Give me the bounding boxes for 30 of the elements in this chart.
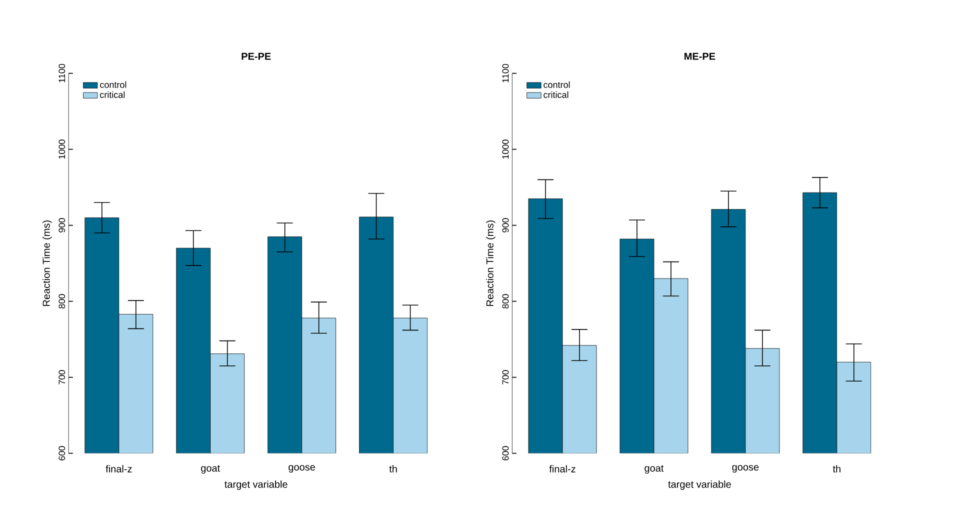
y-tick-label: 1100 xyxy=(58,64,66,82)
y-axis-title: Reaction Time (ms) xyxy=(486,220,496,306)
y-tick-label: 900 xyxy=(502,218,509,232)
x-tick-label: th xyxy=(389,465,397,472)
x-tick-label: goat xyxy=(644,465,664,474)
y-tick-label: 800 xyxy=(502,294,509,308)
chart-title: PE-PE xyxy=(242,52,271,60)
x-tick-label: final-z xyxy=(106,465,132,472)
y-tick-label: 600 xyxy=(502,446,509,460)
y-tick-label: 1100 xyxy=(502,64,509,82)
y-tick-label: 700 xyxy=(58,370,66,384)
y-tick-label: 1000 xyxy=(58,140,66,159)
legend-label: control xyxy=(544,81,570,88)
x-tick-label: final-z xyxy=(549,465,576,472)
legend-label: critical xyxy=(100,91,125,98)
y-tick-label: 800 xyxy=(58,294,66,308)
chart-title: ME-PE xyxy=(684,52,716,60)
x-tick-label: goose xyxy=(732,465,759,473)
y-tick-label: 600 xyxy=(58,446,66,460)
legend-label: critical xyxy=(544,91,568,98)
x-axis-title: target variable xyxy=(224,480,288,490)
y-tick-label: 700 xyxy=(502,370,509,384)
x-tick-label: goat xyxy=(201,465,220,474)
legend-label: control xyxy=(100,81,126,88)
y-axis-title: Reaction Time (ms) xyxy=(42,220,52,306)
y-tick-label: 1000 xyxy=(502,140,509,159)
x-axis-title: target variable xyxy=(668,480,731,490)
x-tick-label: goose xyxy=(288,465,316,473)
y-tick-label: 900 xyxy=(58,218,66,232)
x-tick-label: th xyxy=(832,465,840,472)
